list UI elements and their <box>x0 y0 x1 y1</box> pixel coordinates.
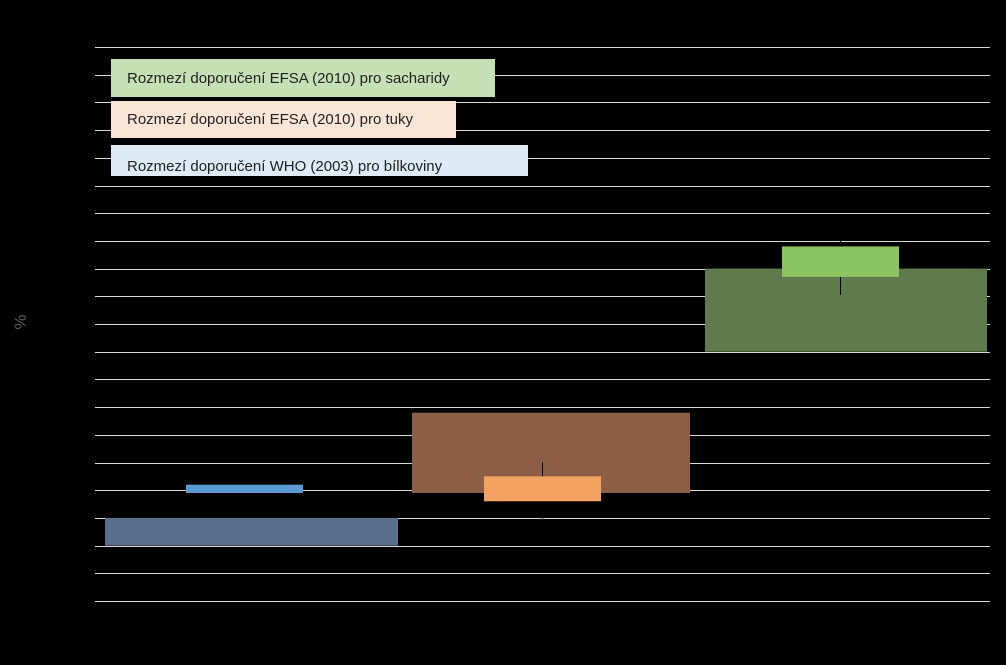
y-axis-label: % <box>11 314 30 330</box>
range-bar-carbohydrate <box>705 268 987 352</box>
marker-bar-fat <box>484 476 601 502</box>
range-bar-protein <box>105 517 398 546</box>
marker-bar-carbohydrate <box>782 246 899 277</box>
legend-entry-carbohydrates: Rozmezí doporučení EFSA (2010) pro sacha… <box>111 59 495 97</box>
legend-entry-proteins: Rozmezí doporučení WHO (2003) pro bílkov… <box>111 145 528 176</box>
marker-bar-protein <box>186 484 303 493</box>
legend-entry-fats: Rozmezí doporučení EFSA (2010) pro tuky <box>111 101 456 138</box>
